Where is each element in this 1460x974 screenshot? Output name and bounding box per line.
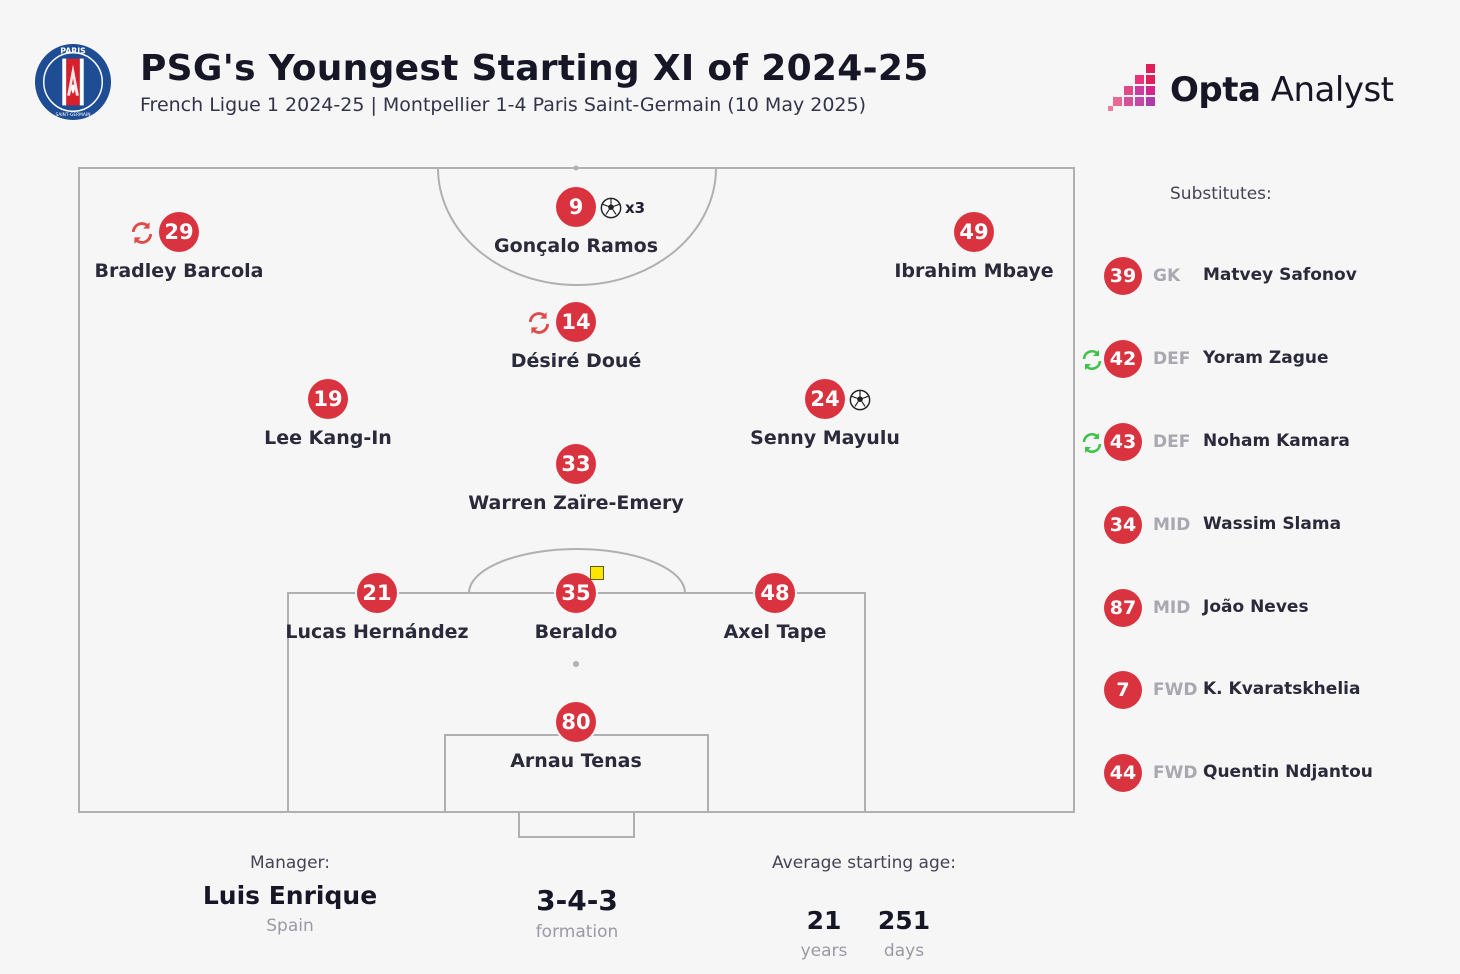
position-label: MID xyxy=(1153,515,1191,535)
opta-analyst-logo: Opta Analyst xyxy=(1108,62,1394,114)
position-label: GK xyxy=(1153,266,1181,286)
manager-block: Manager: Luis Enrique Spain xyxy=(190,853,390,936)
shirt-number-badge: 19 xyxy=(308,379,348,419)
player-name: Ibrahim Mbaye xyxy=(894,260,1054,282)
shirt-number-badge: 39 xyxy=(1104,257,1142,295)
player-ibrahim-mbaye[interactable]: 49 Ibrahim Mbaye xyxy=(864,211,1084,282)
substitute-name: Quentin Ndjantou xyxy=(1203,762,1373,782)
shirt-number-badge: 80 xyxy=(556,702,596,742)
shirt-number-badge: 29 xyxy=(159,212,199,252)
substitution-off-icon xyxy=(131,222,153,244)
manager-name: Luis Enrique xyxy=(202,881,378,910)
player-name: Axel Tape xyxy=(723,621,827,643)
shirt-number-badge: 43 xyxy=(1104,423,1142,461)
crest-subtext: SAINT-GERMAIN xyxy=(56,112,91,118)
crest-text: PARIS xyxy=(60,47,86,56)
shirt-number-badge: 33 xyxy=(556,444,596,484)
goal xyxy=(518,811,635,838)
shirt-number-badge: 14 xyxy=(556,302,596,342)
substitute-row[interactable]: 42 DEF Yoram Zague xyxy=(1080,340,1420,380)
average-age-label: Average starting age: xyxy=(772,853,956,873)
shirt-number-badge: 49 xyxy=(954,212,994,252)
position-label: DEF xyxy=(1153,349,1191,369)
substitute-row[interactable]: 34 MID Wassim Slama xyxy=(1080,506,1420,546)
player-axel-tape[interactable]: 48 Axel Tape xyxy=(665,572,885,643)
substitutes-title: Substitutes: xyxy=(1170,184,1272,204)
age-days-label: days xyxy=(883,941,925,961)
shirt-number-badge: 42 xyxy=(1104,340,1142,378)
player-lee-kang-in[interactable]: 19 Lee Kang-In xyxy=(218,378,438,449)
brand-analyst: Analyst xyxy=(1270,70,1394,110)
substitute-row[interactable]: 39 GK Matvey Safonov xyxy=(1080,257,1420,297)
age-years-label: years xyxy=(800,941,848,961)
shirt-number-badge: 35 xyxy=(556,573,596,613)
player-name: Lee Kang-In xyxy=(264,427,392,449)
football-icon xyxy=(849,389,871,411)
shirt-number-badge: 44 xyxy=(1104,754,1142,792)
center-spot xyxy=(573,165,579,171)
formation-value: 3-4-3 xyxy=(536,884,618,917)
shirt-number-badge: 21 xyxy=(357,573,397,613)
substitute-name: Matvey Safonov xyxy=(1203,265,1357,285)
formation-block: 3-4-3 formation xyxy=(487,884,667,942)
player-name: Désiré Doué xyxy=(510,350,642,372)
player-name: Lucas Hernández xyxy=(285,621,469,643)
page-title: PSG's Youngest Starting XI of 2024-25 xyxy=(140,48,929,89)
substitution-off-icon xyxy=(528,312,550,334)
yellow-card-icon xyxy=(590,566,604,580)
player-name: Warren Zaïre-Emery xyxy=(468,492,684,514)
player-desire-doue[interactable]: 14 Désiré Doué xyxy=(466,301,686,372)
player-name: Senny Mayulu xyxy=(750,427,900,449)
position-label: MID xyxy=(1153,598,1191,618)
player-beraldo[interactable]: 35 Beraldo xyxy=(466,566,686,643)
player-name: Bradley Barcola xyxy=(94,260,264,282)
brand-opta: Opta xyxy=(1170,70,1261,110)
substitution-on-icon xyxy=(1082,350,1102,370)
player-senny-mayulu[interactable]: 24 Senny Mayulu xyxy=(715,378,935,449)
football-icon xyxy=(600,197,622,219)
substitute-name: Wassim Slama xyxy=(1203,514,1342,534)
shirt-number-badge: 87 xyxy=(1104,589,1142,627)
player-name: Arnau Tenas xyxy=(510,750,642,772)
shirt-number-badge: 48 xyxy=(755,573,795,613)
substitute-name: Noham Kamara xyxy=(1203,431,1350,451)
penalty-spot xyxy=(573,661,579,667)
age-days-value: 251 xyxy=(877,906,931,935)
formation-label: formation xyxy=(535,922,619,942)
player-arnau-tenas[interactable]: 80 Arnau Tenas xyxy=(466,701,686,772)
shirt-number-badge: 9 xyxy=(556,187,596,227)
opta-mark-icon xyxy=(1108,64,1155,111)
shirt-number-badge: 24 xyxy=(805,379,845,419)
psg-crest-logo: PARIS SAINT-GERMAIN xyxy=(34,43,112,121)
substitute-row[interactable]: 44 FWD Quentin Ndjantou xyxy=(1080,754,1420,794)
position-label: FWD xyxy=(1153,763,1198,783)
page-subtitle: French Ligue 1 2024-25 | Montpellier 1-4… xyxy=(140,94,867,116)
shirt-number-badge: 34 xyxy=(1104,506,1142,544)
position-label: DEF xyxy=(1153,432,1191,452)
manager-label: Manager: xyxy=(250,853,330,873)
substitute-row[interactable]: 43 DEF Noham Kamara xyxy=(1080,423,1420,463)
player-bradley-barcola[interactable]: 29 Bradley Barcola xyxy=(69,211,289,282)
substitute-row[interactable]: 7 FWD K. Kvaratskhelia xyxy=(1080,671,1420,711)
manager-country: Spain xyxy=(266,916,314,936)
player-warren-zaire-emery[interactable]: 33 Warren Zaïre-Emery xyxy=(466,443,686,514)
goal-count: x3 xyxy=(625,199,646,217)
substitute-name: Yoram Zague xyxy=(1203,348,1329,368)
position-label: FWD xyxy=(1153,680,1198,700)
player-name: Beraldo xyxy=(534,621,618,643)
shirt-number-badge: 7 xyxy=(1104,671,1142,709)
player-lucas-hernandez[interactable]: 21 Lucas Hernández xyxy=(267,572,487,643)
average-age-block: Average starting age: 21 years 251 days xyxy=(744,853,984,961)
age-years-value: 21 xyxy=(806,906,842,935)
substitution-on-icon xyxy=(1082,433,1102,453)
player-goncalo-ramos[interactable]: 9 x3 Gonçalo Ramos xyxy=(466,186,686,257)
substitute-row[interactable]: 87 MID João Neves xyxy=(1080,589,1420,629)
player-name: Gonçalo Ramos xyxy=(493,235,659,257)
substitute-name: João Neves xyxy=(1203,597,1309,617)
substitute-name: K. Kvaratskhelia xyxy=(1203,679,1361,699)
